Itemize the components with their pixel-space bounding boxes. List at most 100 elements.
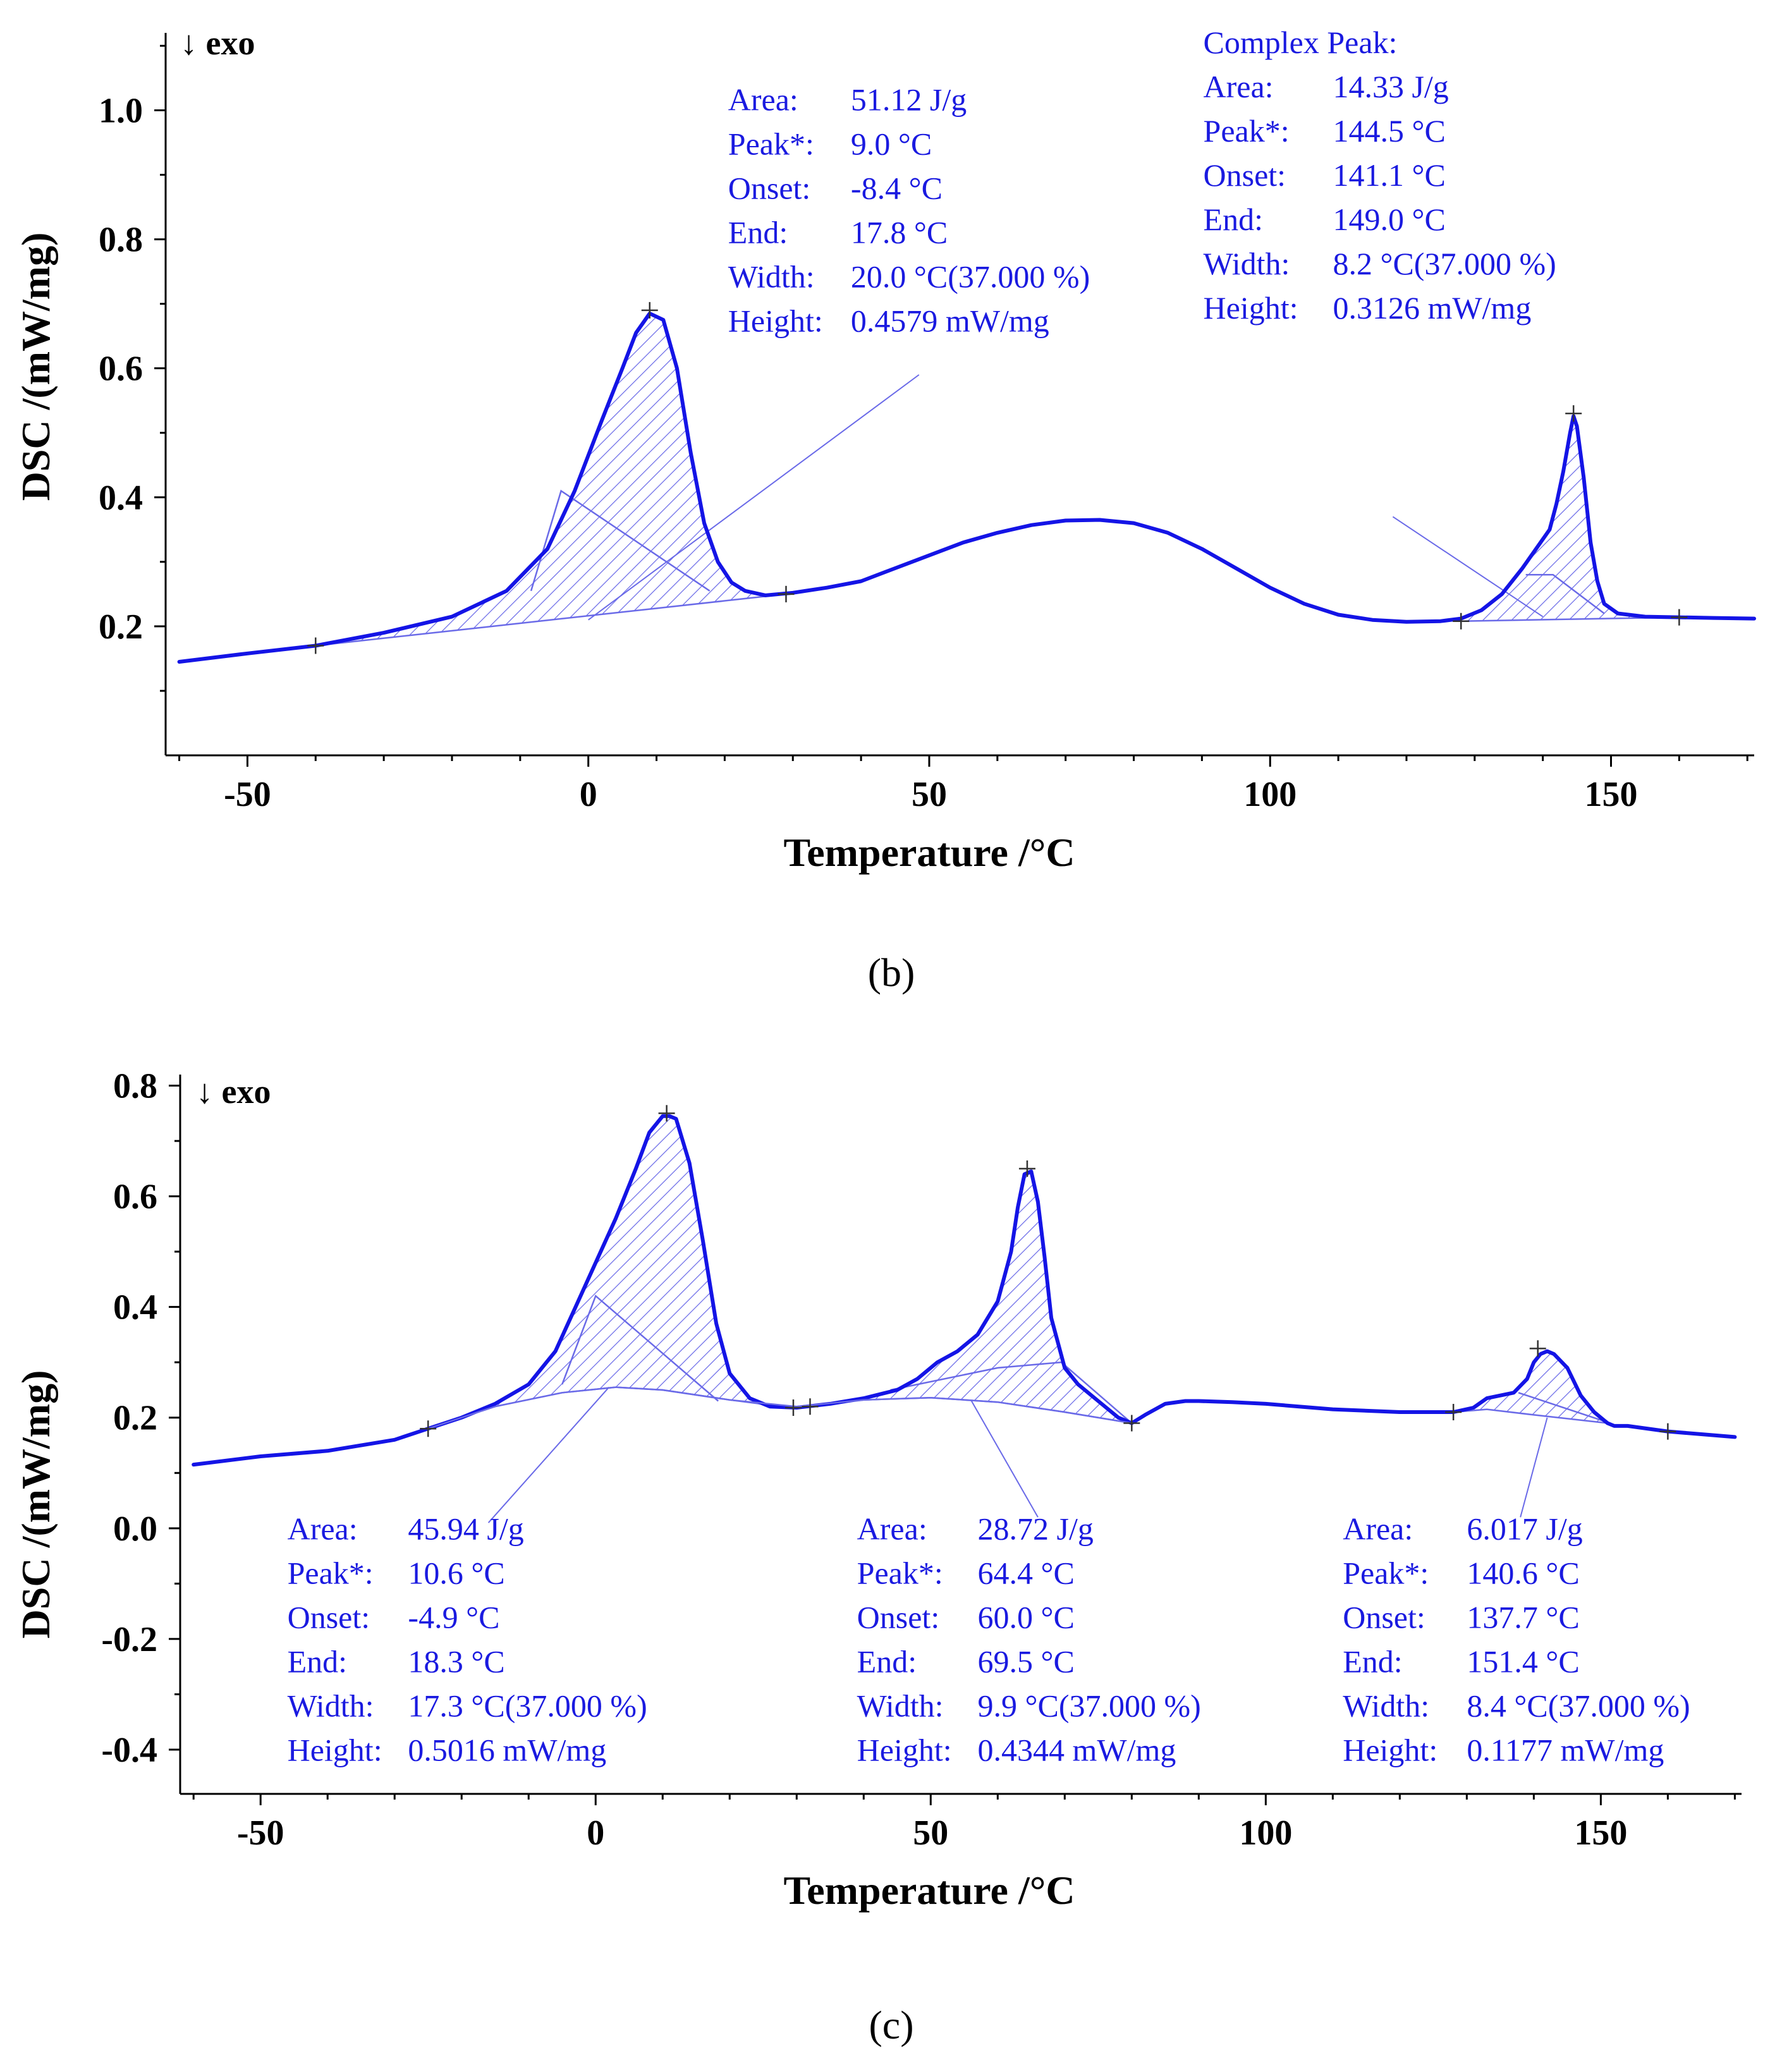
peak-marker xyxy=(1529,1340,1546,1357)
annotation-value: 64.4 °C xyxy=(978,1555,1075,1590)
annotation-label: Peak*: xyxy=(728,126,814,161)
annotation-value: 60.0 °C xyxy=(978,1599,1075,1635)
x-tick-label: 150 xyxy=(1585,775,1638,814)
peak-marker xyxy=(802,1398,819,1415)
y-tick-label: 0.6 xyxy=(113,1178,157,1217)
annotation-value: 8.2 °C(37.000 %) xyxy=(1333,246,1556,281)
annotation-label: Onset: xyxy=(1204,157,1286,193)
x-tick-label: 150 xyxy=(1574,1813,1627,1853)
annotation-value: 17.3 °C(37.000 %) xyxy=(408,1688,647,1723)
annotation-value: 51.12 J/g xyxy=(851,82,967,117)
annotation-value: 17.8 °C xyxy=(851,214,948,250)
annotation-value: 45.94 J/g xyxy=(408,1511,523,1546)
annotation-leader-line xyxy=(970,1399,1039,1518)
annotation-value: 20.0 °C(37.000 %) xyxy=(851,259,1090,294)
annotation-value: 28.72 J/g xyxy=(978,1511,1094,1546)
peak-construction-line xyxy=(561,1295,719,1402)
y-tick-label: 0.2 xyxy=(113,1399,157,1438)
annotation-label: Width: xyxy=(288,1688,374,1723)
peak-marker xyxy=(778,585,795,602)
peak-marker xyxy=(784,1399,802,1416)
panel-label-b: (b) xyxy=(868,950,915,995)
panel-label-c: (c) xyxy=(869,2002,913,2047)
peak-hatched-area xyxy=(428,1116,790,1429)
annotation-leader-line xyxy=(588,374,920,621)
annotation-leader-line xyxy=(1520,1417,1548,1518)
x-axis-title-b: Temperature /°C xyxy=(783,830,1075,875)
annotation-value: 140.6 °C xyxy=(1467,1555,1579,1590)
annotation-title: Complex Peak: xyxy=(1204,25,1398,60)
annotation-leader-line xyxy=(487,1386,610,1523)
annotation-label: Area: xyxy=(1343,1511,1413,1546)
annotation-label: Width: xyxy=(1343,1688,1429,1723)
peak-hatched-area xyxy=(1461,416,1680,621)
annotation-label: Area: xyxy=(1204,69,1274,104)
annotation-value: 10.6 °C xyxy=(408,1555,504,1590)
annotation-label: Width: xyxy=(1204,246,1290,281)
annotation-value: -8.4 °C xyxy=(851,170,943,205)
annotation-value: 0.1177 mW/mg xyxy=(1467,1732,1664,1767)
annotation-value: 151.4 °C xyxy=(1467,1643,1579,1679)
x-tick-label: -50 xyxy=(224,775,271,814)
annotation-leader-line xyxy=(1392,516,1544,618)
peak-marker xyxy=(307,637,324,654)
y-tick-label: -0.4 xyxy=(101,1731,157,1770)
annotation-value: 18.3 °C xyxy=(408,1643,504,1679)
peak-marker xyxy=(1659,1423,1676,1440)
annotation-value: 0.3126 mW/mg xyxy=(1333,290,1531,326)
annotation-label: End: xyxy=(728,214,788,250)
annotation-value: 8.4 °C(37.000 %) xyxy=(1467,1688,1690,1723)
exo-label-c: ↓ exo xyxy=(196,1073,271,1111)
annotation-value: 0.4344 mW/mg xyxy=(978,1732,1176,1767)
peak-marker xyxy=(1123,1415,1140,1432)
peak-hatched-area xyxy=(810,1171,1132,1423)
peak-marker xyxy=(641,302,658,319)
annotation-label: Peak*: xyxy=(857,1555,943,1590)
peak-hatched-area xyxy=(1453,1351,1608,1423)
x-tick-label: 100 xyxy=(1239,1813,1292,1853)
annotation-value: -4.9 °C xyxy=(408,1599,499,1635)
y-axis-title-c: DSC /(mW/mg) xyxy=(13,1370,58,1639)
annotation-value: 9.9 °C(37.000 %) xyxy=(978,1688,1201,1723)
peak-marker xyxy=(1018,1160,1035,1177)
exo-label-b: ↓ exo xyxy=(180,24,255,62)
annotation-label: Height: xyxy=(1343,1732,1437,1767)
annotation-value: 69.5 °C xyxy=(978,1643,1075,1679)
annotation-value: 149.0 °C xyxy=(1333,202,1445,237)
y-tick-label: 0.4 xyxy=(113,1288,157,1327)
annotation-value: 144.5 °C xyxy=(1333,113,1445,149)
y-tick-label: 0.0 xyxy=(113,1509,157,1549)
annotation-value: 0.4579 mW/mg xyxy=(851,303,1049,338)
peak-baseline xyxy=(315,593,786,647)
annotation-value: 141.1 °C xyxy=(1333,157,1445,193)
x-tick-label: 0 xyxy=(587,1813,604,1853)
peak-marker xyxy=(420,1420,437,1437)
x-tick-label: 0 xyxy=(580,775,597,814)
peak-baseline xyxy=(1453,1408,1608,1424)
annotation-label: Onset: xyxy=(728,170,811,205)
annotation-label: End: xyxy=(288,1643,347,1679)
annotation-label: Width: xyxy=(857,1688,944,1723)
y-tick-label: 0.8 xyxy=(113,1067,157,1106)
annotation-label: End: xyxy=(1204,202,1263,237)
peak-marker xyxy=(1453,612,1470,630)
annotation-value: 0.5016 mW/mg xyxy=(408,1732,606,1767)
peak-construction-line xyxy=(1518,1392,1611,1424)
y-tick-label: 0.4 xyxy=(99,478,143,518)
annotation-label: Height: xyxy=(857,1732,952,1767)
y-tick-label: 0.2 xyxy=(99,607,143,647)
y-axis-title-b: DSC /(mW/mg) xyxy=(13,233,58,501)
chart-b: ↓ exo Temperature /°C DSC /(mW/mg) (b) -… xyxy=(13,24,1756,995)
annotation-label: Height: xyxy=(728,303,823,338)
annotation-value: 6.017 J/g xyxy=(1467,1511,1582,1546)
annotation-label: Peak*: xyxy=(288,1555,374,1590)
x-tick-label: 50 xyxy=(913,1813,948,1853)
peak-marker xyxy=(1445,1403,1462,1420)
virtual-baseline-curve xyxy=(427,1386,1132,1430)
annotation-label: Peak*: xyxy=(1204,113,1290,149)
annotation-label: Onset: xyxy=(288,1599,370,1635)
peak-marker xyxy=(1671,609,1688,626)
annotation-label: Height: xyxy=(1204,290,1298,326)
chart-c: ↓ exo Temperature /°C DSC /(mW/mg) (c) -… xyxy=(13,1067,1742,2047)
